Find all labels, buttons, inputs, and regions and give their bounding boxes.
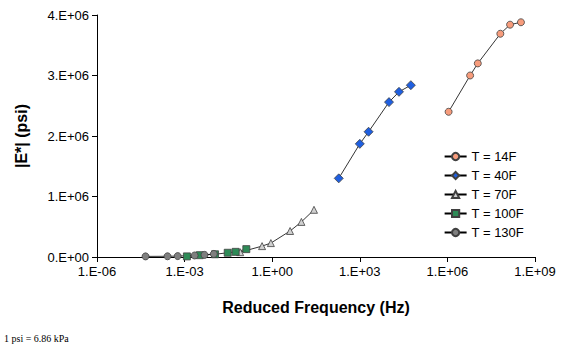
svg-text:T = 100F: T = 100F <box>472 206 524 221</box>
svg-text:1.E-06: 1.E-06 <box>78 264 116 279</box>
svg-text:1.E+06: 1.E+06 <box>47 189 89 204</box>
svg-text:Reduced Frequency (Hz): Reduced Frequency (Hz) <box>222 299 410 316</box>
svg-text:4.E+06: 4.E+06 <box>47 8 89 23</box>
svg-text:3.E+06: 3.E+06 <box>47 68 89 83</box>
svg-text:1.E+09: 1.E+09 <box>514 264 556 279</box>
svg-text:T = 130F: T = 130F <box>472 225 524 240</box>
svg-text:1.E+03: 1.E+03 <box>339 264 381 279</box>
svg-text:2.E+06: 2.E+06 <box>47 129 89 144</box>
svg-text:1.E-03: 1.E-03 <box>165 264 203 279</box>
svg-text:T = 70F: T = 70F <box>472 187 517 202</box>
svg-text:T = 14F: T = 14F <box>472 149 517 164</box>
svg-text:1 psi = 6.86 kPa: 1 psi = 6.86 kPa <box>4 333 69 344</box>
svg-text:1.E+06: 1.E+06 <box>427 264 469 279</box>
svg-text:0.E+00: 0.E+00 <box>47 250 89 265</box>
svg-text:1.E+00: 1.E+00 <box>251 264 293 279</box>
svg-text:T = 40F: T = 40F <box>472 168 517 183</box>
svg-text:|E*| (psi): |E*| (psi) <box>13 104 30 168</box>
